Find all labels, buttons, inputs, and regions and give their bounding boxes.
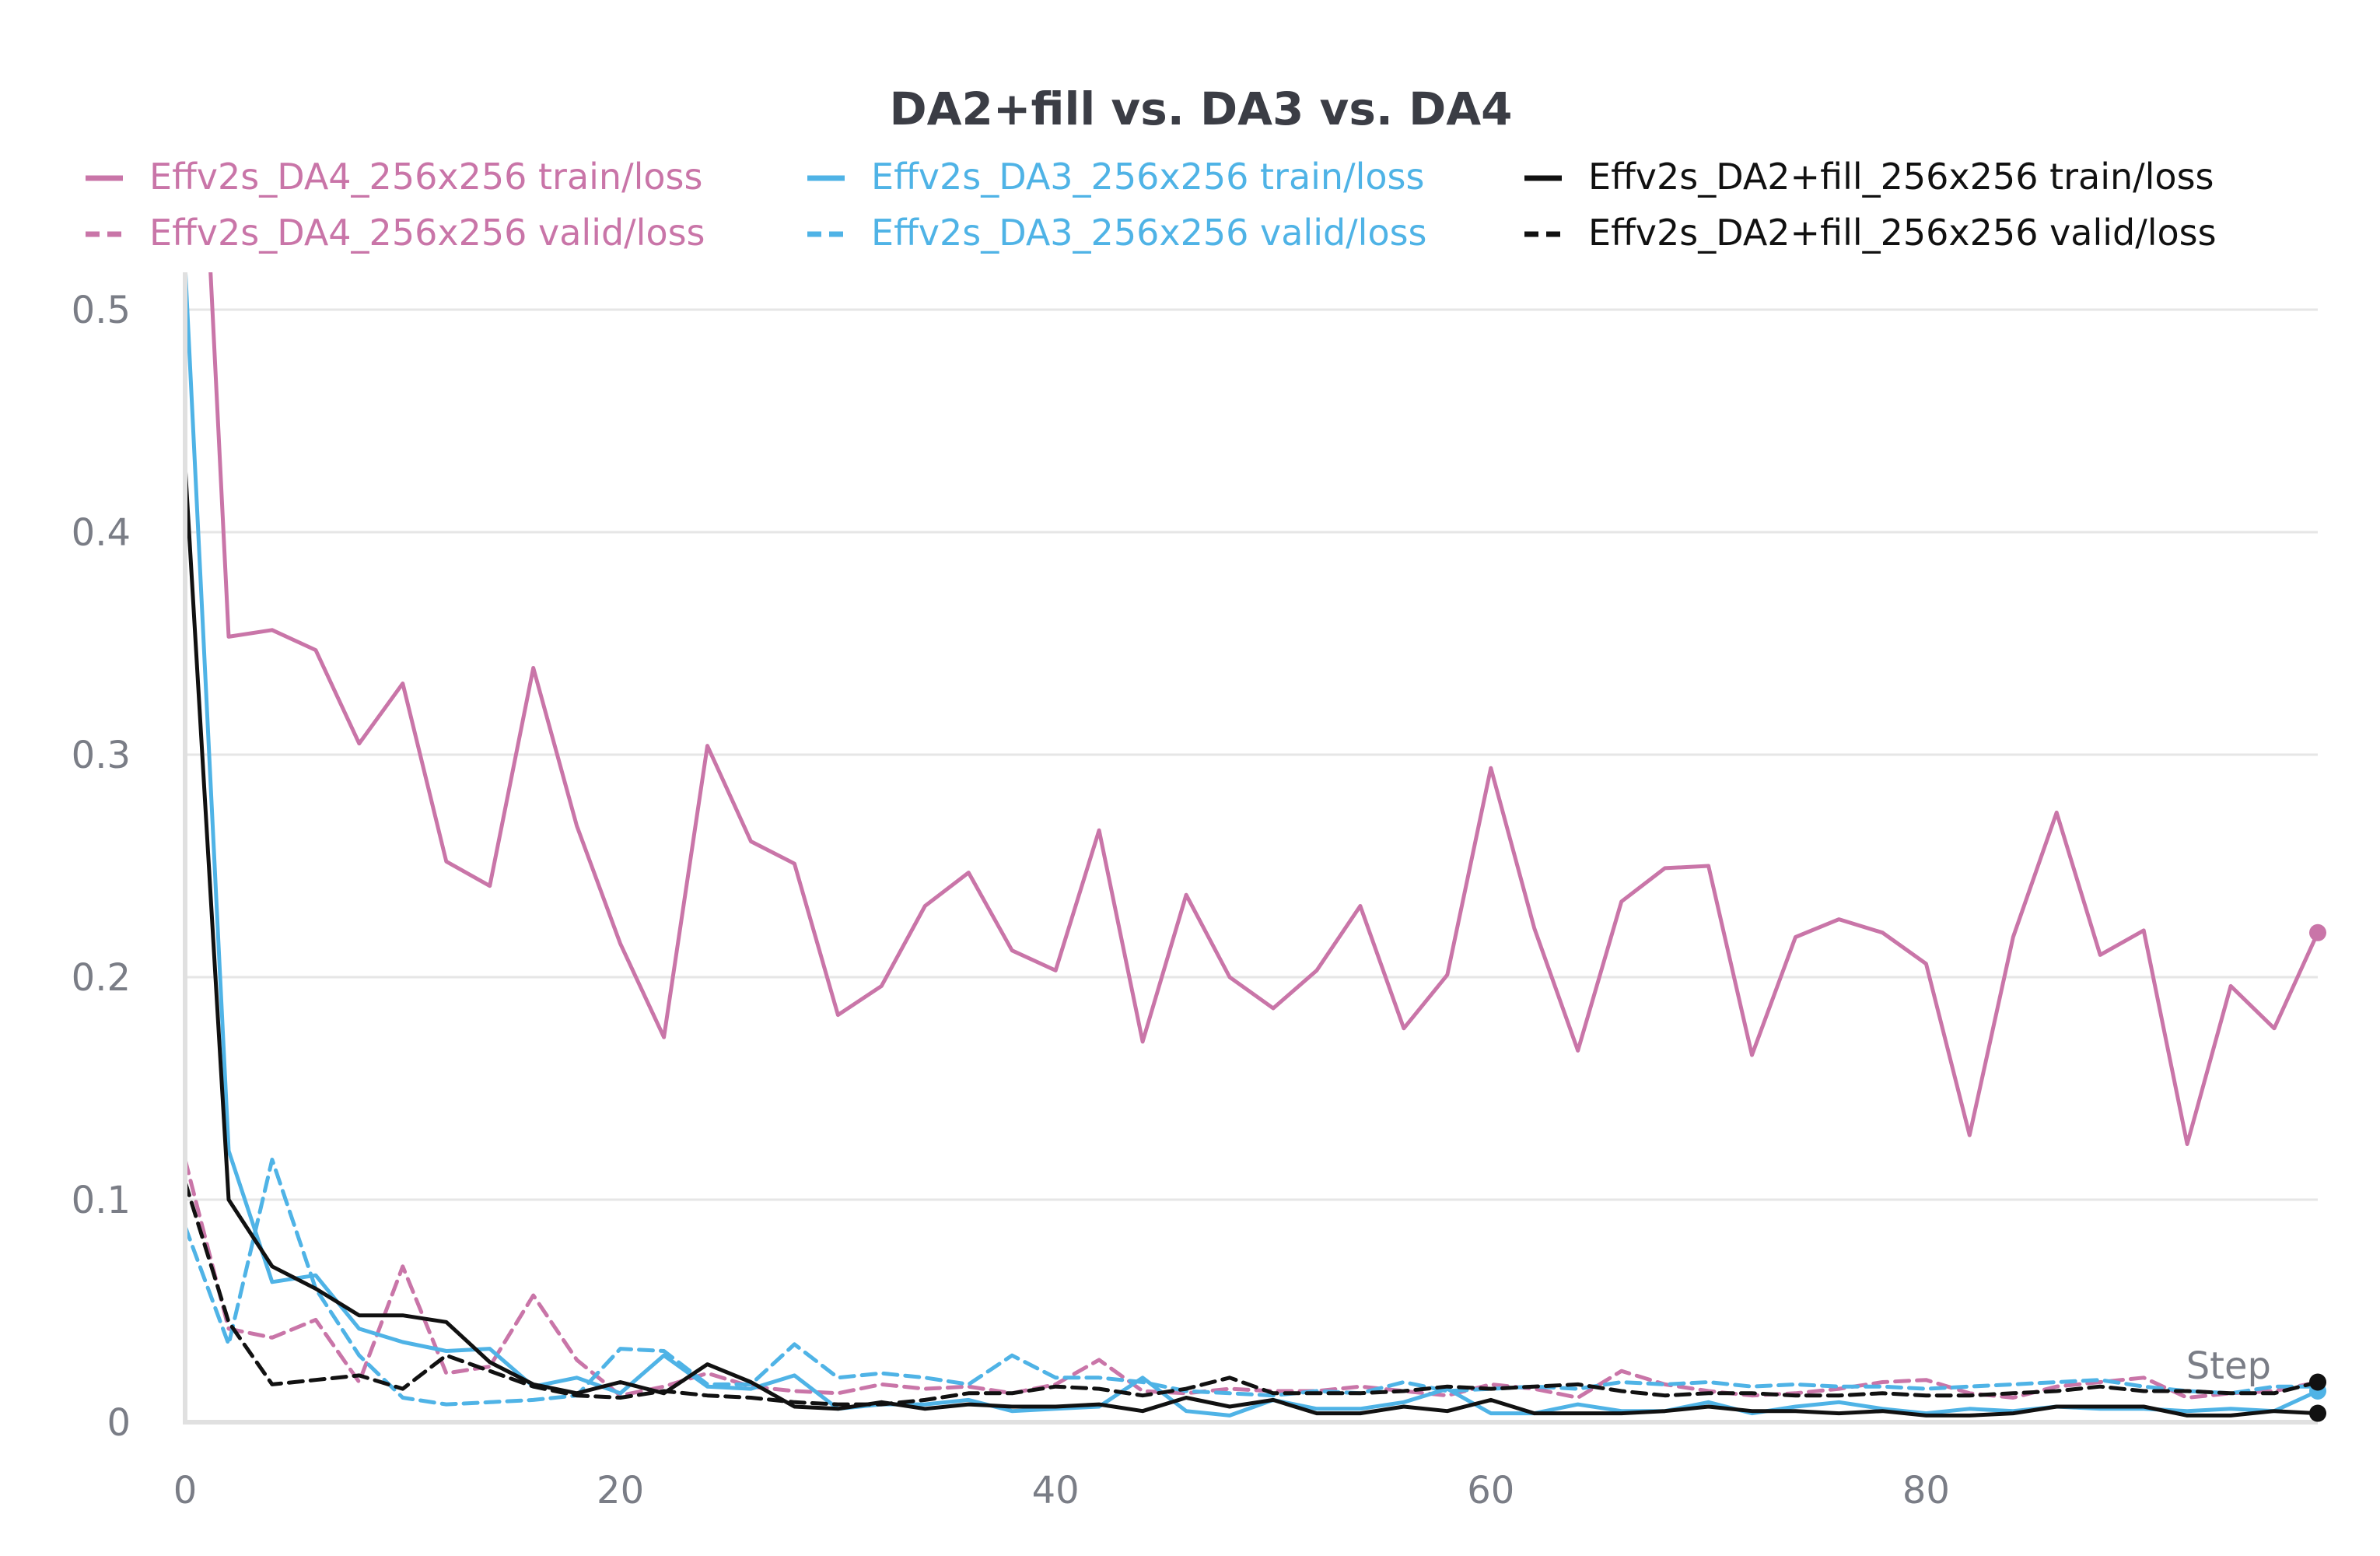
tick-labels: 0 0.1 0.2 0.3 0.4 0.5 0 20 40 60 80: [72, 289, 1950, 1512]
y-tick-label: 0.5: [72, 289, 131, 332]
legend-label: Effv2s_DA2+fill_256x256 valid/loss: [1588, 212, 2217, 254]
legend-label: Effv2s_DA4_256x256 valid/loss: [149, 212, 705, 254]
chart-title: DA2+fill vs. DA3 vs. DA4: [889, 82, 1512, 135]
legend-label: Effv2s_DA4_256x256 train/loss: [149, 156, 702, 198]
end-markers: [2309, 923, 2326, 1422]
series-end-marker: [2309, 923, 2326, 941]
legend-label: Effv2s_DA3_256x256 train/loss: [871, 156, 1424, 198]
series-line-2: [183, 272, 2320, 1418]
series-end-marker: [2309, 1404, 2326, 1422]
y-tick-label: 0: [107, 1401, 131, 1445]
x-tick-label: 80: [1902, 1469, 1950, 1512]
y-tick-label: 0.3: [72, 734, 131, 777]
axes: [183, 272, 2318, 1425]
x-axis-label: Step: [2186, 1344, 2271, 1388]
x-tick-label: 60: [1467, 1469, 1514, 1512]
x-tick-label: 0: [173, 1469, 198, 1512]
grid: [185, 308, 2318, 1201]
series-group: [183, 272, 2320, 1418]
series-line-4: [183, 463, 2320, 1418]
legend: Effv2s_DA4_256x256 train/loss Effv2s_DA4_…: [86, 156, 2217, 254]
x-tick-label: 20: [597, 1469, 644, 1512]
series-line-1: [183, 1158, 2320, 1400]
x-tick-label: 40: [1032, 1469, 1080, 1512]
series-end-marker: [2309, 1373, 2326, 1391]
legend-label: Effv2s_DA3_256x256 valid/loss: [871, 212, 1427, 254]
legend-label: Effv2s_DA2+fill_256x256 train/loss: [1588, 156, 2214, 198]
y-tick-label: 0.4: [72, 511, 131, 555]
y-tick-label: 0.1: [72, 1179, 131, 1222]
series-line-0: [208, 272, 2320, 1146]
series-line-3: [183, 1158, 2320, 1407]
series-line-5: [183, 1179, 2320, 1407]
y-tick-label: 0.2: [72, 956, 131, 1000]
